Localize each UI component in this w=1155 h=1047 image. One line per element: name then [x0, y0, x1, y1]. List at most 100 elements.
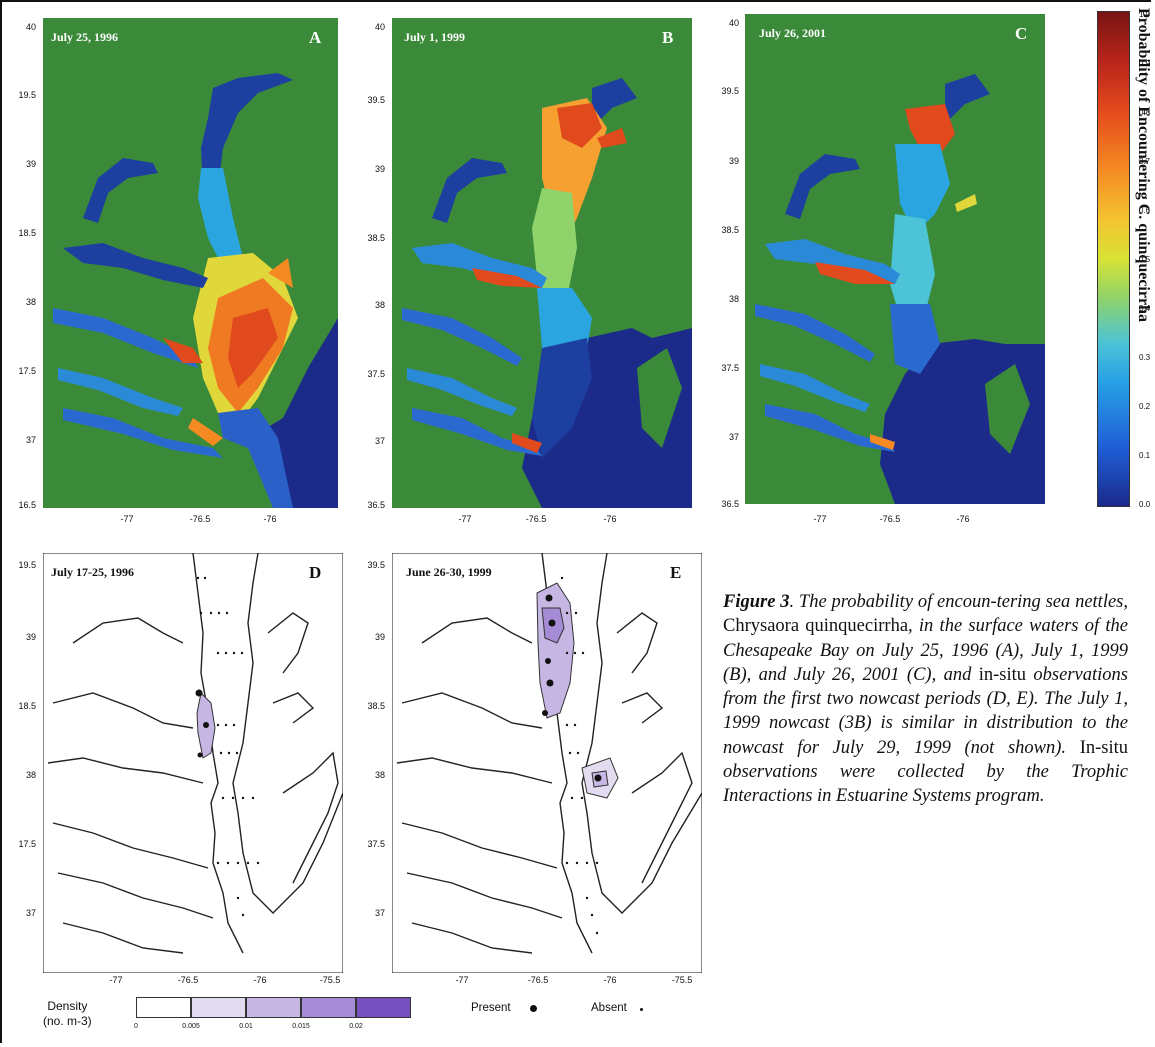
river-rappahannock	[402, 308, 522, 366]
coastline	[47, 553, 343, 954]
river-york	[58, 368, 183, 416]
colorbar-tick: 0.1	[1139, 451, 1151, 460]
x-tick: -75.5	[319, 975, 341, 985]
colorbar-tick: 0.5	[1139, 255, 1151, 264]
river-upper-west	[432, 158, 507, 223]
map-panel-a: July 25, 1996 A	[43, 18, 338, 508]
river-red-potomac	[472, 268, 542, 288]
absent-legend-marker	[640, 1008, 643, 1011]
bay-core	[228, 308, 278, 388]
island	[985, 364, 1030, 454]
map-c-svg	[745, 14, 1045, 504]
colorbar-tick: 0.4	[1139, 304, 1151, 313]
y-tick: 39	[374, 164, 385, 174]
river-red-james	[512, 433, 542, 453]
bay-upper	[945, 74, 990, 124]
y-tick: 39.5	[721, 86, 739, 96]
river-york	[407, 368, 517, 416]
y-tick: 40	[25, 22, 36, 32]
colorbar-tick: 0.8	[1139, 108, 1151, 117]
river-upper-red	[597, 128, 627, 148]
y-tick: 37	[374, 436, 385, 446]
absent-markers	[196, 576, 260, 917]
panel-letter: C	[1015, 24, 1028, 43]
caption-text: . The probability of encoun-tering sea n…	[789, 592, 1129, 612]
panel-letter: D	[309, 563, 322, 582]
map-d-svg	[43, 553, 343, 973]
x-tick: -76	[253, 975, 267, 985]
y-tick: 39.5	[367, 95, 385, 105]
x-tick: -77	[109, 975, 123, 985]
map-a-svg	[43, 18, 338, 508]
panel-letter: E	[670, 563, 682, 582]
x-tick: -75.5	[671, 975, 693, 985]
panel-letter: B	[662, 28, 674, 47]
colorbar-tick: 0.9	[1139, 59, 1151, 68]
map-panel-b: July 1, 1999 B	[392, 18, 692, 508]
island	[637, 348, 682, 448]
density-legend-units: (no. m-3)	[43, 1014, 92, 1028]
y-tick: 37	[728, 432, 739, 442]
colorbar-tick: 0.6	[1139, 206, 1151, 215]
map-e-svg	[392, 553, 702, 973]
bay-mouth	[218, 408, 293, 508]
density-swatch	[356, 997, 411, 1018]
date-label: July 17-25, 1996	[51, 565, 135, 579]
y-tick: 37.5	[367, 839, 385, 849]
y-tick: 37.5	[367, 369, 385, 379]
map-b-svg	[392, 18, 692, 508]
x-tick: -76.5	[527, 975, 549, 985]
density-tick: 0	[134, 1023, 138, 1030]
y-tick: 40	[728, 18, 739, 28]
date-label: July 26, 2001	[759, 26, 827, 40]
river-red-james	[870, 434, 895, 450]
colorbar-tick: 0.0	[1139, 500, 1151, 509]
y-tick: 38.5	[721, 225, 739, 235]
density-swatch	[246, 997, 301, 1018]
y-tick: 36.5	[721, 499, 739, 509]
species-name: Chrysaora quinquecirrha	[723, 616, 909, 637]
bay-upper-hot	[905, 104, 955, 154]
x-tick: -76.5	[879, 514, 901, 524]
y-tick: 38	[25, 297, 36, 307]
river-rappahannock	[53, 308, 198, 368]
present-legend-marker	[530, 1005, 537, 1012]
river-potomac	[63, 243, 208, 288]
caption-text: observations from the first two nowcast …	[723, 664, 1128, 758]
x-tick: -77	[120, 514, 134, 524]
y-tick: 38.5	[367, 233, 385, 243]
river-james	[412, 408, 542, 456]
y-tick: 18.5	[18, 228, 36, 238]
bay-mid	[198, 168, 253, 278]
insitu-term: in-situ	[978, 664, 1027, 685]
density-swatch	[136, 997, 191, 1018]
map-panel-d: July 17-25, 1996 D	[43, 553, 343, 973]
x-tick: -76.5	[189, 514, 211, 524]
river-red-potomac	[815, 262, 895, 284]
river-upper-west	[785, 154, 860, 219]
density-legend-title: Density	[47, 999, 88, 1013]
probability-colorbar	[1097, 11, 1130, 507]
density-tick: 0.005	[182, 1023, 200, 1030]
y-tick: 37	[25, 908, 36, 918]
bay-upper-red	[557, 103, 602, 148]
absent-markers	[560, 576, 599, 935]
present-markers	[542, 594, 602, 782]
density-swatch	[191, 997, 246, 1018]
map-panel-e: June 26-30, 1999 E	[392, 553, 702, 973]
figure-caption: Figure 3. The probability of encoun-teri…	[723, 590, 1128, 809]
river-red-c	[268, 258, 293, 288]
x-tick: -76	[603, 975, 617, 985]
date-label: June 26-30, 1999	[406, 565, 492, 579]
y-tick: 38	[25, 770, 36, 780]
y-tick: 40	[374, 22, 385, 32]
y-tick: 37	[374, 908, 385, 918]
y-tick: 38	[728, 294, 739, 304]
x-tick: -77	[455, 975, 469, 985]
y-tick: 39	[374, 632, 385, 642]
y-tick: 16.5	[18, 500, 36, 510]
present-markers	[195, 689, 209, 758]
upper-stream	[955, 194, 977, 212]
river-james	[63, 408, 223, 458]
